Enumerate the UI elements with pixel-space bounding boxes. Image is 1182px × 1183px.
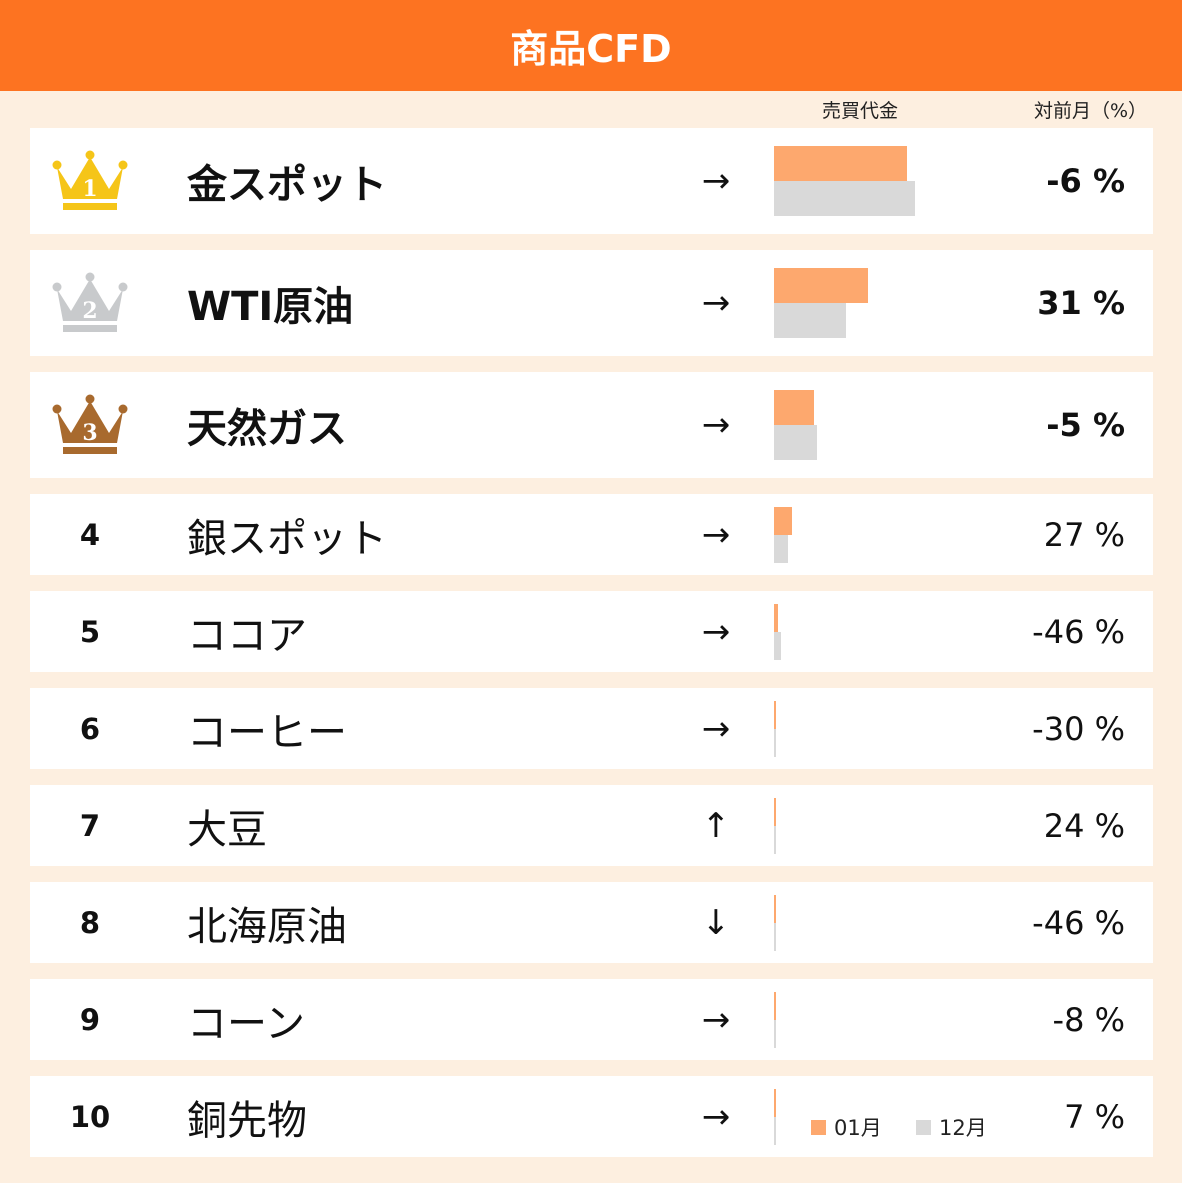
ranking-row: 3 天然ガス → -5 % — [30, 372, 1153, 478]
rank-number: 4 — [79, 517, 101, 552]
trend-arrow-icon: → — [701, 514, 731, 555]
change-percent: -5 % — [1046, 406, 1125, 444]
ranking-row: 4 銀スポット → 27 % — [30, 494, 1153, 575]
change-percent: -6 % — [1046, 162, 1125, 200]
volume-bars — [774, 591, 994, 672]
bar-current — [774, 604, 778, 632]
bar-previous — [774, 535, 789, 563]
svg-text:2: 2 — [82, 298, 97, 324]
trend-arrow-icon: ↑ — [701, 805, 731, 846]
bar-previous — [774, 181, 915, 216]
trend-arrow-icon: → — [701, 161, 731, 201]
svg-text:3: 3 — [82, 420, 97, 446]
crown-silver-icon: 2 — [30, 250, 150, 356]
bar-current — [774, 895, 776, 923]
change-percent: -30 % — [1032, 709, 1125, 748]
bar-previous — [774, 1020, 776, 1048]
volume-bars — [774, 1076, 994, 1157]
volume-bars — [774, 128, 994, 234]
legend-previous-swatch — [916, 1119, 931, 1135]
change-column-header: 対前月（%） — [1034, 100, 1148, 122]
commodity-name: 北海原油 — [187, 903, 347, 950]
bar-previous — [774, 729, 777, 757]
page-title: 商品CFD — [510, 27, 672, 71]
trend-arrow-icon: ↓ — [701, 902, 731, 943]
bar-previous — [774, 425, 817, 460]
change-percent: -8 % — [1052, 1000, 1125, 1039]
rank-number: 5 — [79, 614, 101, 649]
legend-current-label: 01月 — [834, 1116, 882, 1140]
change-percent: 24 % — [1043, 806, 1125, 845]
volume-column-header: 売買代金 — [822, 100, 899, 122]
bar-previous — [774, 826, 776, 854]
volume-bars — [774, 372, 994, 478]
commodity-name: 大豆 — [187, 806, 267, 853]
change-percent: 27 % — [1043, 515, 1125, 554]
ranking-row: 5 ココア → -46 % — [30, 591, 1153, 672]
ranking-row: 2 WTI原油 → 31 % — [30, 250, 1153, 356]
bar-current — [774, 146, 907, 181]
trend-arrow-icon: → — [701, 999, 731, 1040]
ranking-row: 6 コーヒー → -30 % — [30, 688, 1153, 769]
bar-previous — [774, 923, 776, 951]
commodity-name: 銅先物 — [187, 1097, 307, 1144]
ranking-row: 8 北海原油 ↓ -46 % — [30, 882, 1153, 963]
volume-bars — [774, 979, 994, 1060]
change-percent: 31 % — [1037, 284, 1125, 322]
legend-current-swatch — [811, 1119, 826, 1135]
change-percent: 7 % — [1064, 1097, 1125, 1136]
crown-gold-icon: 1 — [30, 128, 150, 234]
svg-text:1: 1 — [82, 176, 97, 202]
commodity-name: 天然ガス — [187, 406, 347, 452]
legend-current: 01月 — [811, 1112, 882, 1142]
bar-previous — [774, 1117, 776, 1145]
volume-bars — [774, 688, 994, 769]
trend-arrow-icon: → — [701, 1096, 731, 1137]
rank-number: 9 — [79, 1002, 101, 1037]
volume-bars — [774, 785, 994, 866]
rank-number: 10 — [69, 1099, 111, 1134]
bar-current — [774, 390, 814, 425]
bar-previous — [774, 303, 846, 338]
volume-bars — [774, 250, 994, 356]
ranking-row: 10 銅先物 → 7 % — [30, 1076, 1153, 1157]
trend-arrow-icon: → — [701, 405, 731, 445]
volume-bars — [774, 494, 994, 575]
legend-previous: 12月 — [916, 1112, 987, 1142]
bar-current — [774, 1089, 776, 1117]
bar-current — [774, 507, 792, 535]
commodity-name: ココア — [187, 612, 307, 659]
ranking-row: 7 大豆 ↑ 24 % — [30, 785, 1153, 866]
rank-number: 7 — [79, 808, 101, 843]
bar-current — [774, 798, 776, 826]
trend-arrow-icon: → — [701, 611, 731, 652]
page-header: 商品CFD — [0, 0, 1182, 91]
rank-number: 8 — [79, 905, 101, 940]
crown-bronze-icon: 3 — [30, 372, 150, 478]
commodity-name: コーン — [187, 1000, 305, 1047]
commodity-name: コーヒー — [187, 709, 347, 756]
bar-previous — [774, 632, 782, 660]
bar-current — [774, 268, 869, 303]
change-percent: -46 % — [1032, 612, 1125, 651]
bar-current — [774, 992, 776, 1020]
bar-current — [774, 701, 776, 729]
rank-number: 6 — [79, 711, 101, 746]
legend-previous-label: 12月 — [939, 1116, 987, 1140]
trend-arrow-icon: → — [701, 283, 731, 323]
change-percent: -46 % — [1032, 903, 1125, 942]
volume-bars — [774, 882, 994, 963]
trend-arrow-icon: → — [701, 708, 731, 749]
commodity-name: 金スポット — [187, 162, 387, 208]
commodity-name: WTI原油 — [187, 284, 354, 330]
ranking-row: 1 金スポット → -6 % — [30, 128, 1153, 234]
ranking-row: 9 コーン → -8 % — [30, 979, 1153, 1060]
commodity-name: 銀スポット — [187, 515, 387, 562]
